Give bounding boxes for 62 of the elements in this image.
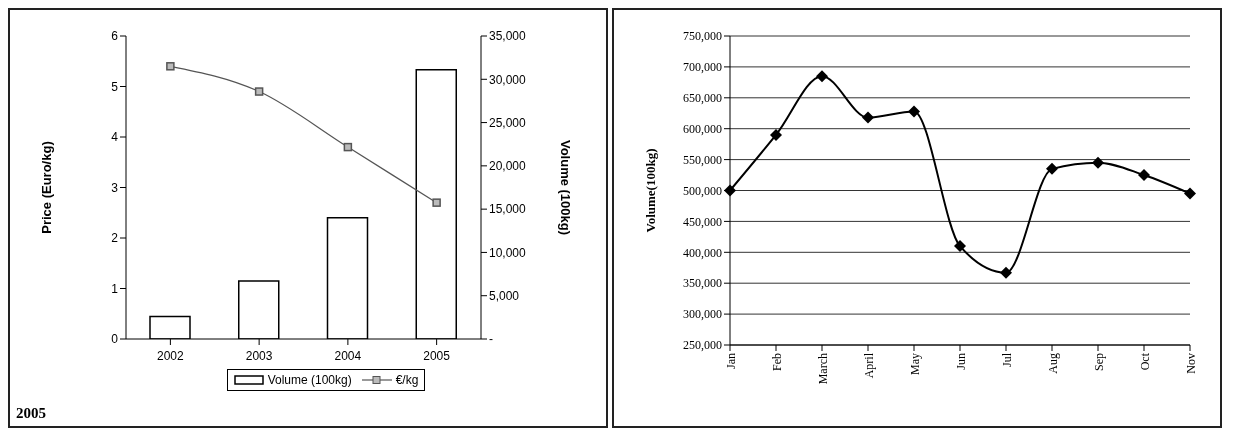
point	[1092, 156, 1104, 169]
y2-tick-label: -	[489, 332, 493, 347]
y-tick-label: 550,000	[683, 152, 722, 167]
point	[1184, 187, 1196, 200]
x-tick-label: Jan	[723, 353, 738, 369]
point	[862, 111, 874, 124]
y2-tick-label: 5,000	[489, 288, 520, 303]
y-tick-label: 1	[111, 281, 119, 296]
point	[724, 184, 736, 197]
y-tick-label: 250,000	[683, 338, 722, 353]
point	[816, 70, 828, 83]
y-tick-label: 750,000	[683, 29, 722, 44]
x-tick-label: Jun	[953, 353, 968, 370]
x-tick-label: Oct	[1137, 352, 1152, 371]
x-tick-label: 2004	[334, 348, 362, 363]
y-axis-title: Price (Euro/kg)	[38, 141, 54, 234]
point	[1046, 162, 1058, 175]
point	[1138, 169, 1150, 182]
x-tick-label: May	[907, 353, 922, 375]
text: 2005	[16, 405, 46, 422]
y-tick-label: 700,000	[683, 60, 722, 75]
point	[908, 105, 920, 118]
y2-tick-label: 35,000	[489, 29, 527, 44]
y2-axis-title: Volume (100kg)	[558, 139, 574, 236]
y-tick-label: 650,000	[683, 91, 722, 106]
x-tick-label: Nov	[1183, 353, 1198, 374]
y2-tick-label: 30,000	[489, 72, 527, 87]
point	[954, 240, 966, 253]
y-tick-label: 500,000	[683, 183, 722, 198]
y-tick-label: 3	[111, 180, 119, 195]
x-tick-label: 2005	[423, 348, 451, 363]
legend-label: Volume (100kg)	[267, 373, 352, 387]
point	[1000, 266, 1012, 279]
y2-tick-label: 20,000	[489, 159, 527, 174]
point	[343, 142, 353, 152]
y-tick-label: 0	[111, 332, 119, 347]
point	[770, 128, 782, 141]
y2-tick-label: 15,000	[489, 202, 527, 217]
y2-tick-label: 10,000	[489, 245, 527, 260]
y-tick-label: 400,000	[683, 245, 722, 260]
y-tick-label: 600,000	[683, 121, 722, 136]
y-tick-label: 450,000	[683, 214, 722, 229]
y-tick-label: 2	[111, 231, 119, 246]
x-tick-label: March	[815, 353, 830, 385]
x-tick-label: 2002	[157, 348, 185, 363]
y-tick-label: 350,000	[683, 276, 722, 291]
y-axis-title: Volume(100kg)	[642, 148, 658, 233]
point	[166, 62, 175, 71]
point	[254, 87, 264, 96]
y-tick-label: 300,000	[683, 307, 722, 322]
x-tick-label: Aug	[1045, 353, 1060, 374]
point	[432, 198, 441, 207]
x-tick-label: April	[861, 352, 876, 379]
y2-tick-label: 25,000	[489, 115, 527, 130]
y-tick-label: 6	[111, 29, 119, 44]
y-tick-label: 4	[111, 130, 119, 145]
y-tick-label: 5	[111, 79, 119, 94]
x-tick-label: Feb	[769, 353, 784, 371]
x-tick-label: Jul	[999, 352, 1014, 368]
x-tick-label: Sep	[1091, 353, 1106, 371]
x-tick-label: 2003	[245, 348, 273, 363]
legend-label: €/kg	[395, 373, 419, 387]
